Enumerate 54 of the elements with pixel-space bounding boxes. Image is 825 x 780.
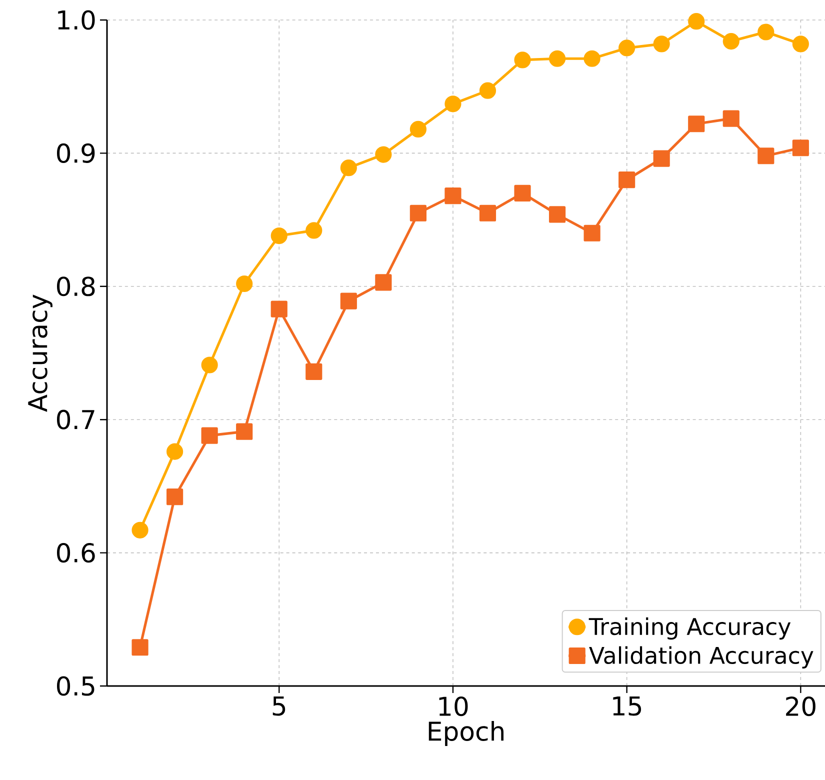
point (270, 227, 288, 244)
y-axis-title: Accuracy (28, 294, 52, 412)
point (340, 292, 357, 310)
point (618, 40, 636, 56)
point (758, 24, 774, 40)
point (132, 522, 148, 538)
point (479, 82, 496, 99)
point (514, 52, 531, 68)
x-axis-title: Epoch (428, 720, 504, 746)
point (584, 50, 600, 67)
y-tick-label: 0.8 (56, 276, 95, 296)
point (201, 356, 218, 374)
point (201, 427, 218, 444)
point (132, 639, 148, 656)
point (653, 150, 670, 167)
point (548, 50, 566, 67)
point (166, 488, 184, 506)
point (375, 146, 392, 163)
y-tick-label: 0.9 (56, 143, 95, 163)
y-tick-label: 1.0 (58, 10, 95, 30)
x-tick-label: 5 (272, 696, 286, 716)
point (514, 184, 531, 202)
point (653, 36, 670, 52)
point (270, 300, 288, 318)
x-tick-label: 10 (439, 696, 468, 716)
point (688, 116, 705, 132)
point (236, 423, 253, 440)
point (584, 224, 600, 242)
legend-label: Validation Accuracy (589, 646, 814, 668)
y-tick-label: 0.5 (56, 676, 94, 696)
point (306, 363, 322, 380)
y-tick-label: 0.7 (56, 410, 94, 430)
x-tick-label: 20 (786, 696, 816, 716)
point (410, 120, 426, 138)
x-tick-label: 15 (613, 696, 642, 716)
point (166, 443, 184, 460)
point (722, 110, 740, 127)
y-tick-label: 0.6 (56, 542, 95, 563)
point (688, 13, 705, 30)
point (444, 188, 462, 204)
point (792, 140, 809, 156)
point (722, 33, 740, 50)
point (236, 275, 253, 292)
point (758, 148, 774, 164)
point (792, 36, 809, 52)
point (340, 160, 357, 176)
point (306, 222, 322, 239)
point (375, 274, 392, 291)
point (548, 206, 566, 223)
point (444, 96, 462, 112)
legend-label: Training Accuracy (588, 617, 791, 640)
point (410, 204, 426, 222)
point (479, 204, 496, 222)
point (618, 172, 636, 188)
